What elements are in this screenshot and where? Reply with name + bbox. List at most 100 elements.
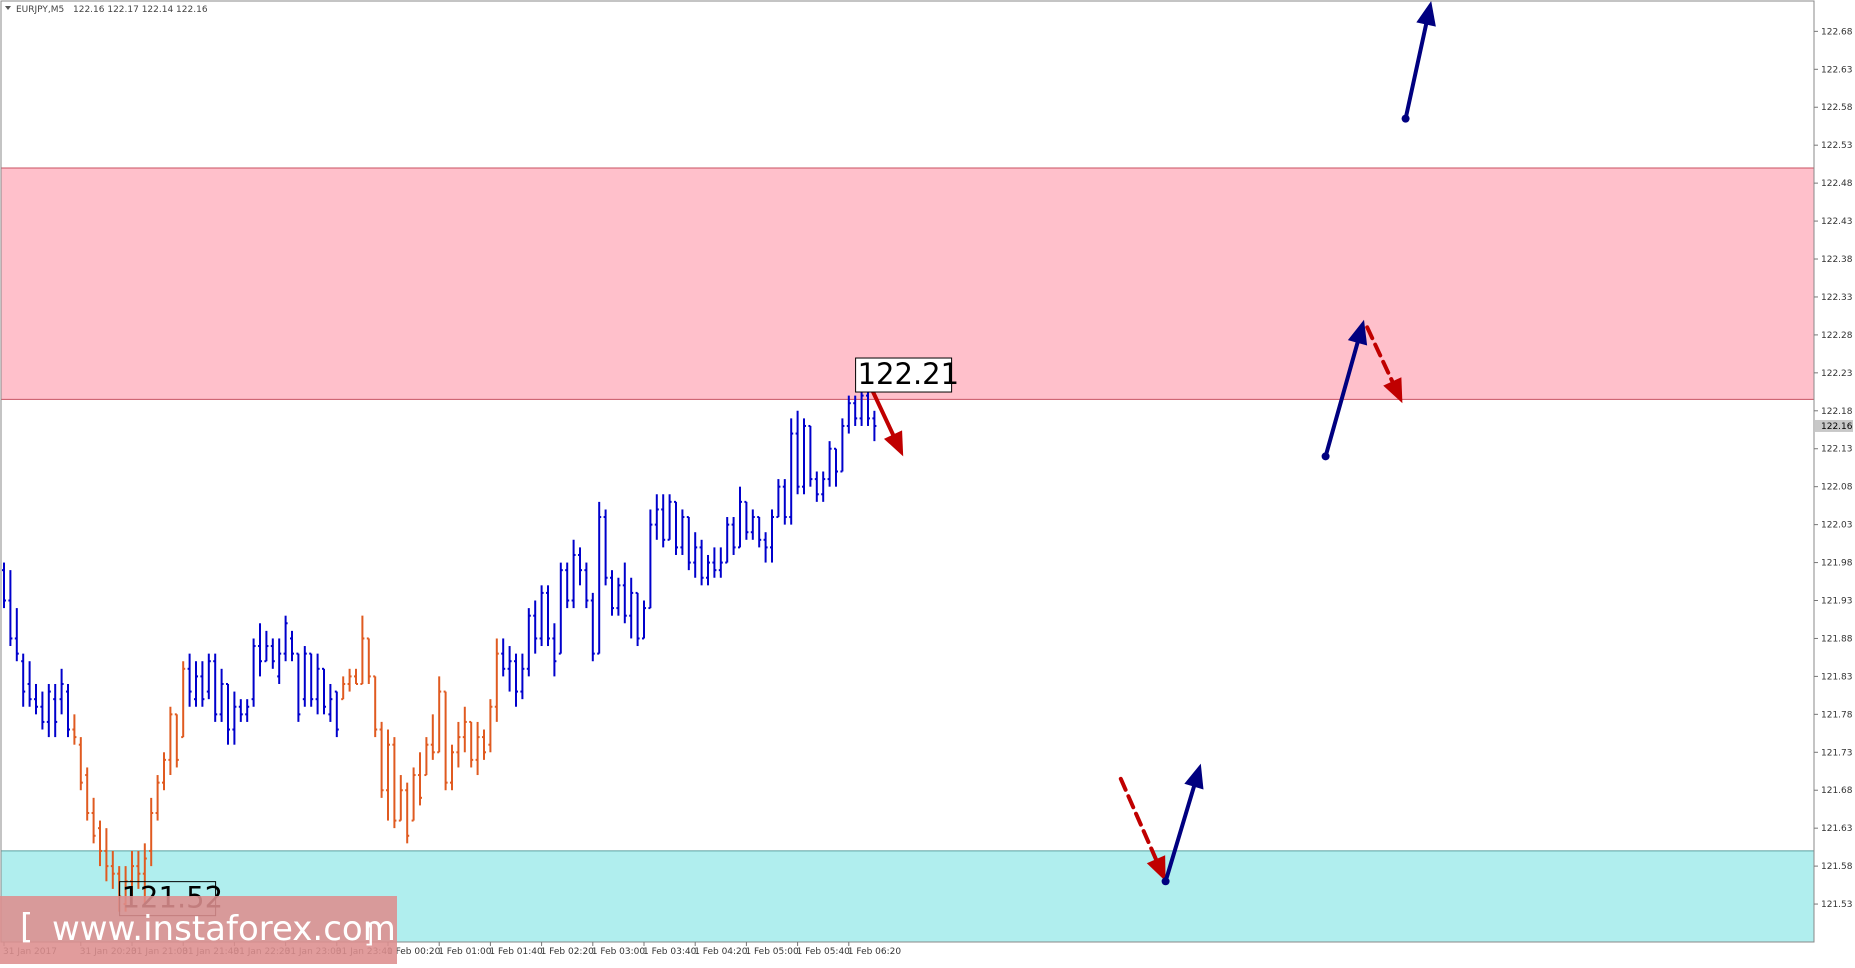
- ohlc-bar: [661, 494, 666, 548]
- ohlc-bar: [789, 418, 794, 525]
- ohlc-bar: [533, 600, 538, 654]
- price-tick-label: 122.28: [1821, 331, 1853, 341]
- time-tick-label: 1 Feb 03:40: [643, 947, 697, 957]
- ohlc-bar: [21, 653, 26, 707]
- ohlc-bar: [98, 820, 102, 867]
- ohlc-bar: [475, 721, 480, 776]
- arrow-shaft: [1118, 776, 1158, 862]
- ohlc-bar: [226, 682, 230, 745]
- ohlc-bar: [142, 843, 147, 905]
- arrow-head: [1146, 855, 1166, 882]
- ohlc-bar: [808, 424, 813, 487]
- ohlc-bar: [181, 661, 186, 739]
- ohlc-bar: [270, 638, 275, 669]
- price-tick-label: 121.58: [1821, 862, 1853, 872]
- ohlc-bar: [827, 441, 832, 487]
- ohlc-bar: [654, 494, 659, 540]
- ohlc-bar: [341, 676, 346, 701]
- price-tick-label: 122.23: [1821, 369, 1853, 379]
- ohlc-bar: [725, 517, 730, 564]
- price-tick-label: 122.33: [1821, 293, 1853, 303]
- ohlc-bar: [539, 585, 544, 647]
- ohlc-bar: [507, 646, 512, 692]
- ohlc-bar: [770, 509, 774, 563]
- price-tick-label: 122.48: [1821, 179, 1853, 189]
- ohlc-bar: [245, 699, 250, 722]
- ohlc-bar: [360, 615, 365, 685]
- ohlc-bar: [194, 661, 198, 707]
- scenario-arrow-down: [1118, 776, 1166, 882]
- ohlc-bar: [328, 683, 333, 722]
- price-tick-label: 122.58: [1821, 103, 1853, 113]
- price-tick-label: 121.73: [1821, 748, 1853, 758]
- ohlc-bar: [187, 653, 192, 707]
- arrows-layer: [867, 1, 1436, 886]
- scenario-arrow-up: [1401, 1, 1436, 123]
- header: EURJPY,M5 122.16 122.17 122.14 122.16: [5, 5, 208, 15]
- ohlc-bar: [667, 494, 672, 541]
- ohlc-bar: [629, 577, 634, 639]
- price-tick-label: 121.83: [1821, 672, 1853, 682]
- ohlc-bar: [110, 850, 115, 889]
- ohlc-bar: [571, 539, 576, 609]
- symbol-label: EURJPY,M5: [16, 5, 64, 15]
- time-tick-label: 1 Feb 05:40: [797, 947, 851, 957]
- ohlc-bar: [437, 676, 442, 754]
- ohlc-bar: [565, 562, 570, 609]
- ohlc-bar: [872, 410, 877, 442]
- time-tick-label: 1 Feb 04:20: [694, 947, 748, 957]
- price-annotation-box: [855, 357, 953, 393]
- arrow-shaft: [1163, 784, 1196, 884]
- ohlc-bar: [53, 683, 58, 738]
- ohlc-bar: [366, 637, 371, 684]
- ohlc-bar: [8, 570, 13, 647]
- ohlc-bar: [552, 623, 557, 677]
- ohlc-bar: [379, 721, 384, 798]
- price-tick-label: 122.53: [1821, 141, 1853, 151]
- price-tick-label: 121.63: [1821, 824, 1853, 834]
- ohlc-bar: [232, 691, 237, 745]
- ohlc-bar: [546, 585, 550, 647]
- ohlc-bar: [238, 699, 243, 722]
- time-tick-label: 1 Feb 05:00: [745, 947, 799, 957]
- ohlc-bar: [392, 737, 397, 829]
- current-price-label: 122.16: [1821, 422, 1853, 432]
- ohlc-bar: [712, 547, 717, 578]
- ohlc-bar: [488, 699, 493, 753]
- ohlc-bar: [469, 720, 474, 768]
- ohlc-bar: [853, 395, 858, 426]
- price-tick-label: 121.78: [1821, 710, 1853, 720]
- ohlc-bar: [2, 562, 6, 609]
- time-tick-label: 1 Feb 01:40: [489, 947, 543, 957]
- ohlc-bar: [302, 646, 307, 707]
- ohlc-bar: [648, 509, 653, 610]
- arrow-start-dot: [1161, 877, 1170, 886]
- bars-layer: [2, 388, 877, 912]
- ohlc-bar: [450, 744, 454, 791]
- dropdown-triangle-icon[interactable]: [5, 6, 11, 10]
- arrow-head: [1184, 763, 1204, 790]
- ohlc-bar: [59, 668, 64, 715]
- arrow-shaft: [1365, 325, 1395, 384]
- price-tick-label: 121.88: [1821, 634, 1853, 644]
- ohlc-bar: [859, 388, 864, 426]
- ohlc-bar: [642, 600, 646, 640]
- ohlc-bar: [776, 479, 781, 519]
- ohlc-bar: [206, 653, 211, 700]
- ohlc-bar: [597, 501, 602, 655]
- price-tick-label: 122.08: [1821, 483, 1853, 493]
- ohlc-bar: [78, 737, 83, 791]
- time-tick-label: 1 Feb 03:00: [592, 947, 646, 957]
- ohlc-bar: [27, 661, 32, 707]
- ohlc-bar: [443, 690, 448, 791]
- ohlc-bar: [693, 532, 698, 578]
- price-tick-label: 122.03: [1821, 521, 1853, 531]
- ohlc-bar: [635, 591, 640, 647]
- watermark-left-bracket: [: [20, 907, 33, 947]
- price-annotation-label: 122.21: [858, 357, 959, 391]
- scenario-arrow-up: [1161, 763, 1204, 886]
- price-tick-label: 122.13: [1821, 445, 1853, 455]
- arrow-shaft: [1403, 22, 1429, 121]
- arrow-head: [1347, 319, 1368, 346]
